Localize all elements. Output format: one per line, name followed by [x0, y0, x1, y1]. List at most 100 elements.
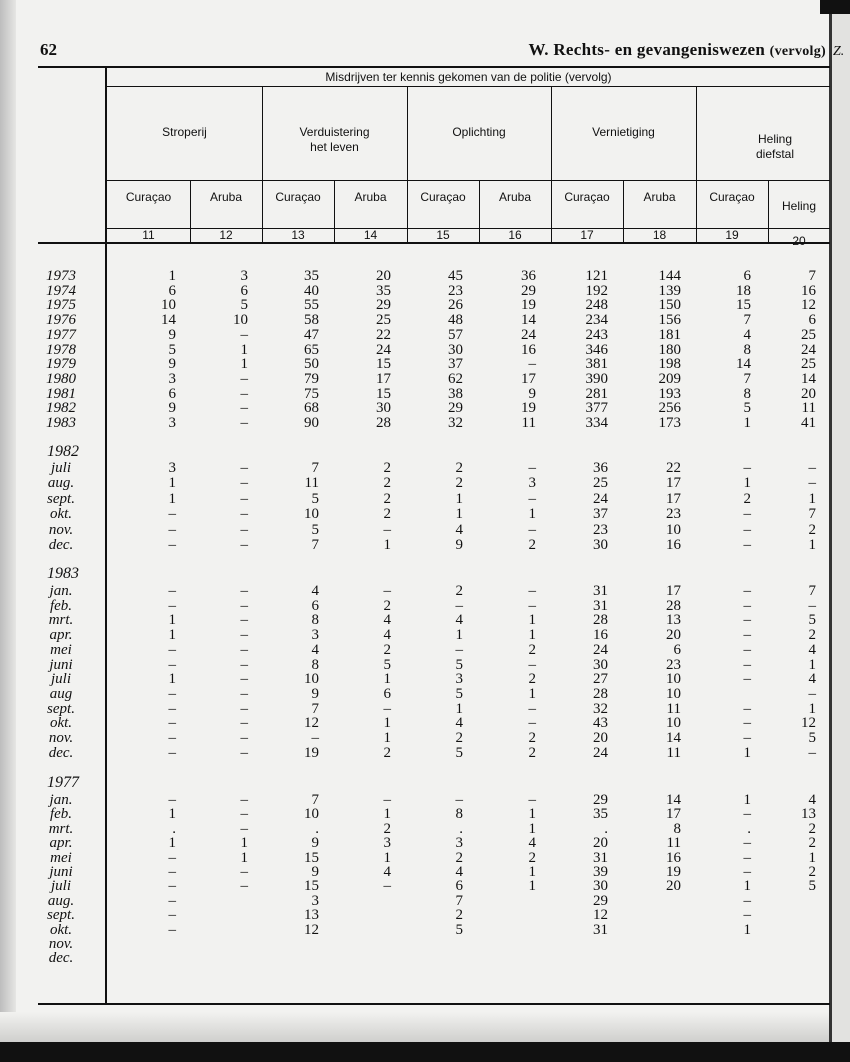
row-label: nov.	[48, 936, 74, 952]
table-cell: –	[743, 907, 752, 924]
table-cell: –	[168, 641, 177, 658]
row-label: juni	[49, 864, 73, 880]
table-cell: 1	[383, 671, 392, 688]
table-cell: 15	[376, 356, 391, 373]
table-cell: 2	[455, 907, 464, 924]
table-cell: –	[743, 597, 752, 614]
table-cell: 11	[666, 835, 681, 852]
table-cell: 62	[448, 370, 463, 387]
table-cell: .	[747, 820, 751, 837]
row-label: mrt.	[48, 820, 74, 837]
table-cell: 47	[304, 326, 319, 343]
table-cell: 6	[808, 312, 817, 329]
table-cell: 20	[593, 730, 608, 746]
table-cell: 3	[240, 268, 249, 284]
table-cell: 9	[311, 835, 320, 852]
table-cell: –	[743, 656, 752, 673]
table-cell: 7	[311, 537, 320, 553]
row-label: 1977	[46, 326, 76, 343]
table-cell: 8	[673, 820, 682, 837]
group-divider	[262, 86, 263, 242]
page-number: 62	[40, 40, 57, 59]
table-cell: –	[743, 671, 752, 688]
table-cell: 14	[801, 370, 816, 387]
table-cell: 4	[808, 671, 817, 688]
table-cell: –	[168, 700, 177, 717]
table-cell: 1	[808, 656, 817, 673]
table-cell: 50	[304, 356, 319, 373]
page-binding	[0, 0, 16, 1062]
table-cell: 15	[304, 878, 319, 895]
table-cell: 4	[383, 612, 392, 629]
table-cell: 35	[376, 282, 391, 299]
table-cell: 30	[593, 537, 608, 553]
table-cell: 7	[808, 268, 817, 284]
table-cell: 2	[455, 583, 464, 599]
table-cell: 15	[736, 297, 751, 314]
table-cell: 11	[666, 700, 681, 717]
table-cell: –	[240, 326, 249, 343]
table-cell: 31	[593, 849, 608, 866]
row-label: 1982	[46, 400, 76, 417]
group-header-verduistering: Verduistering het leven	[299, 125, 370, 154]
sub-header-15: Curaçao	[420, 190, 466, 204]
table-cell: 40	[304, 282, 319, 299]
table-cell: 139	[658, 282, 682, 299]
table-cell: 24	[521, 326, 536, 343]
section-heading: 1977	[47, 774, 79, 791]
table-cell: 4	[383, 864, 392, 880]
table-cell: –	[528, 715, 537, 732]
table-cell: 8	[455, 806, 464, 823]
table-cell: 10	[304, 806, 319, 823]
table-cell: 1	[168, 671, 177, 688]
table-cell: 5	[743, 400, 752, 417]
table-cell: 5	[455, 656, 464, 673]
table-cell: 15	[304, 849, 319, 866]
sub-header-11: Curaçao	[125, 190, 172, 204]
table-cell: –	[240, 656, 249, 673]
table-cell: 17	[666, 490, 681, 507]
table-cell: 7	[311, 700, 320, 717]
row-label: 1973	[46, 268, 76, 284]
section-heading: 1983	[47, 565, 79, 582]
row-label: juli	[50, 671, 71, 688]
table-cell: 90	[304, 415, 319, 431]
table-cell: 2	[383, 460, 392, 476]
table-cell: 14	[736, 356, 751, 373]
super-header: Misdrijven ter kennis gekomen van de pol…	[325, 70, 612, 84]
table-cell: 19	[304, 744, 319, 761]
table-cell: –	[240, 864, 249, 880]
table-cell: 181	[658, 326, 682, 343]
row-label: aug	[49, 685, 73, 702]
table-cell: –	[383, 700, 392, 717]
table-cell: –	[240, 627, 249, 644]
section-heading: 1982	[47, 443, 79, 460]
table-cell: –	[528, 583, 537, 599]
table-cell: 1	[240, 835, 249, 852]
table-cell: 22	[376, 326, 391, 343]
table-cell: 16	[521, 341, 536, 358]
table-cell: 2	[528, 730, 537, 746]
column-number: 18	[652, 228, 667, 242]
table-cell: 3	[168, 460, 177, 476]
table-cell: 2	[383, 820, 392, 837]
table-cell: 3	[383, 835, 392, 852]
table-cell: 4	[311, 583, 320, 599]
table-cell: –	[168, 730, 177, 746]
table-cell: 17	[666, 806, 681, 823]
table-cell: 377	[585, 400, 609, 417]
table-cell: 8	[311, 656, 320, 673]
table-cell: –	[455, 641, 464, 658]
table-cell: 243	[585, 326, 609, 343]
table-cell: –	[528, 656, 537, 673]
facing-page-fragment: Z.	[833, 44, 845, 59]
table-cell: 1	[528, 506, 537, 523]
row-label: aug.	[47, 475, 75, 492]
table-cell: 20	[666, 878, 681, 895]
column-number: 11	[142, 228, 155, 242]
table-cell: 8	[311, 612, 320, 629]
table-cell: 28	[593, 685, 608, 702]
table-cell: 1	[808, 490, 817, 507]
row-label: jan.	[49, 792, 73, 808]
table-cell: 1	[383, 715, 392, 732]
